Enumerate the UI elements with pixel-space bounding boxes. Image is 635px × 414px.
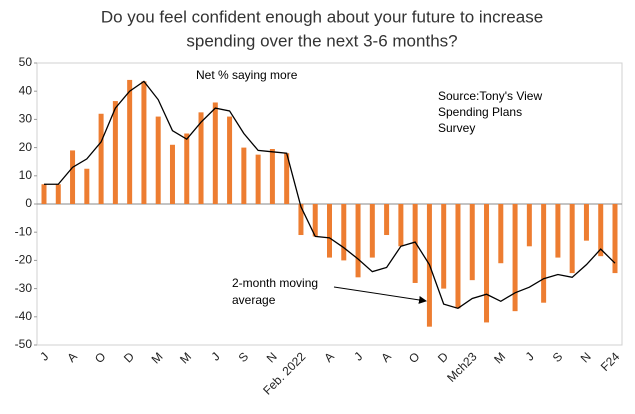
y-tick-label: -40 — [15, 309, 33, 323]
bar — [241, 147, 247, 204]
x-tick-label: Mch23 — [444, 349, 480, 385]
y-tick-label: 10 — [19, 168, 33, 182]
x-tick-label: A — [321, 349, 337, 365]
annotation: Source:Tony's View — [438, 89, 542, 103]
bar — [312, 204, 318, 237]
x-tick-label: M — [177, 349, 194, 366]
bar — [227, 116, 233, 204]
bar — [469, 204, 475, 281]
bar — [384, 204, 390, 236]
annotation-arrow — [333, 286, 427, 304]
x-tick-label: M — [149, 349, 166, 366]
bar — [169, 144, 175, 204]
bar — [55, 184, 61, 204]
bar — [255, 154, 261, 204]
bar — [541, 204, 547, 303]
bar — [155, 116, 161, 204]
chart-title: spending over the next 3-6 months? — [186, 31, 457, 50]
y-tick-label: 50 — [19, 55, 33, 69]
bar — [212, 102, 218, 204]
bar — [526, 204, 532, 247]
x-tick-label: S — [550, 349, 566, 365]
x-tick-label: J — [351, 349, 365, 363]
y-tick-label: -20 — [15, 253, 33, 267]
bar — [98, 113, 104, 204]
annotation: Spending Plans — [438, 105, 522, 119]
x-tick-label: O — [406, 349, 423, 366]
bar — [70, 150, 76, 204]
bar — [269, 149, 275, 204]
annotation: Survey — [438, 121, 475, 135]
bar — [583, 204, 589, 241]
bar — [598, 204, 604, 257]
bar — [327, 204, 332, 258]
x-tick-label: A — [378, 349, 394, 365]
bar — [369, 204, 375, 258]
bar — [398, 204, 404, 247]
chart-title: Do you feel confident enough about your … — [101, 7, 543, 26]
y-tick-label: -10 — [15, 224, 33, 238]
bar — [441, 204, 447, 289]
bar — [198, 112, 204, 204]
bar — [498, 204, 504, 264]
y-tick-label: -50 — [15, 337, 33, 351]
bar — [341, 204, 347, 261]
bar — [569, 204, 575, 274]
bar — [298, 204, 304, 236]
bar — [512, 204, 518, 312]
x-tick-label: J — [523, 349, 537, 363]
bar — [455, 204, 461, 309]
y-tick-label: 40 — [19, 83, 33, 97]
y-tick-label: 20 — [19, 140, 33, 154]
annotation: 2-month moving — [232, 276, 318, 290]
bar — [555, 204, 561, 258]
x-tick-label: N — [578, 349, 594, 365]
bar — [184, 133, 190, 204]
bar — [84, 168, 90, 204]
bar — [484, 204, 490, 323]
annotation: average — [232, 293, 276, 307]
bar — [284, 153, 290, 204]
annotation: Net % saying more — [196, 68, 298, 82]
x-tick-label: J — [209, 349, 223, 363]
bar — [41, 184, 47, 204]
x-tick-label: D — [121, 349, 137, 365]
x-tick-label: N — [264, 349, 280, 365]
y-tick-label: 0 — [25, 196, 32, 210]
y-tick-label: -30 — [15, 281, 33, 295]
x-tick-label: D — [435, 349, 451, 365]
bar — [355, 204, 361, 278]
x-tick-label: M — [491, 349, 508, 366]
x-tick-label: S — [236, 349, 252, 365]
x-tick-label: O — [92, 349, 109, 366]
line — [44, 80, 616, 310]
bar — [127, 79, 133, 204]
bar — [141, 81, 147, 204]
x-tick-label: J — [37, 349, 51, 363]
x-tick-label: F24 — [598, 349, 623, 374]
bar — [612, 204, 618, 274]
x-tick-label: A — [64, 349, 80, 365]
bar — [412, 204, 418, 283]
bar — [112, 101, 118, 204]
y-tick-label: 30 — [19, 112, 33, 126]
